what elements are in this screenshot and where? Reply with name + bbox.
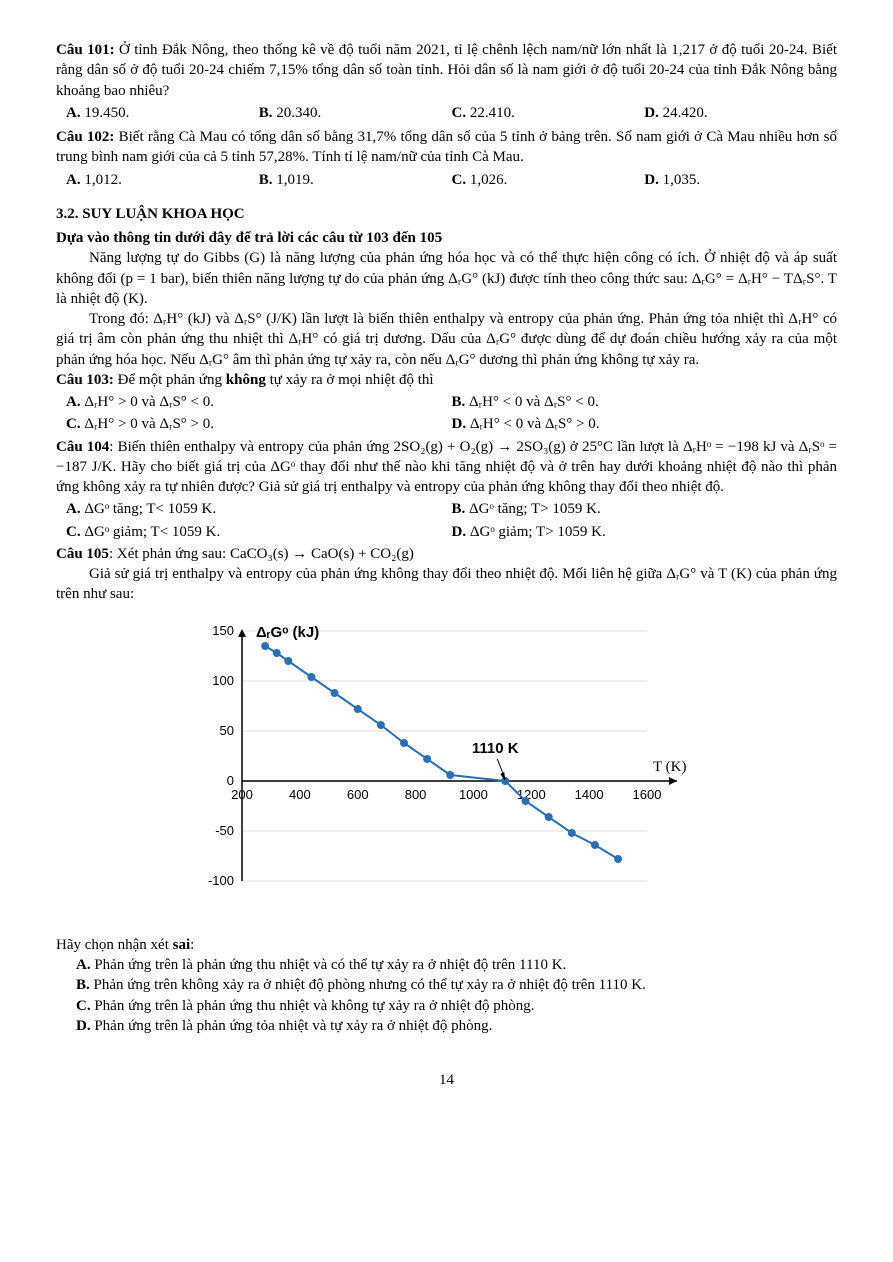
svg-text:1200: 1200 — [516, 787, 545, 802]
q103-opt-a: A. ΔᵣH° > 0 và ΔᵣS° < 0. — [66, 392, 452, 412]
question-101: Câu 101: Ở tỉnh Đắk Nông, theo thống kê … — [56, 40, 837, 101]
q103-opt-c: C. ΔᵣH° > 0 và ΔᵣS° > 0. — [66, 414, 452, 434]
q102-opt-c: C. 1,026. — [452, 170, 645, 190]
svg-text:150: 150 — [212, 623, 234, 638]
q104-opt-b: B. ΔGᵒ tăng; T> 1059 K. — [452, 499, 838, 519]
svg-text:1400: 1400 — [574, 787, 603, 802]
q104-opt-c: C. ΔGᵒ giảm; T< 1059 K. — [66, 522, 452, 542]
svg-text:-100: -100 — [207, 873, 233, 888]
q102-text: Biết rằng Cà Mau có tổng dân số bằng 31,… — [56, 129, 837, 165]
svg-text:T (K): T (K) — [653, 759, 686, 775]
q105-opt-a: A. Phản ứng trên là phản ứng thu nhiệt v… — [76, 955, 837, 975]
q105-opt-b: B. Phản ứng trên không xảy ra ở nhiệt độ… — [76, 975, 837, 995]
svg-text:1110 K: 1110 K — [471, 740, 518, 757]
q101-opt-b: B. 20.340. — [259, 103, 452, 123]
page-number: 14 — [56, 1070, 837, 1090]
intro-p1: Năng lượng tự do Gibbs (G) là năng lượng… — [56, 248, 837, 309]
q101-text: Ở tỉnh Đắk Nông, theo thống kê về độ tuổ… — [56, 42, 837, 99]
q102-opt-d: D. 1,035. — [644, 170, 837, 190]
intro-p2: Trong đó: ΔᵣH° (kJ) và ΔᵣS° (J/K) lần lư… — [56, 309, 837, 370]
q105-opt-d: D. Phản ứng trên là phản ứng tỏa nhiệt v… — [76, 1016, 837, 1036]
q104-label: Câu 104 — [56, 439, 109, 455]
q102-opt-b: B. 1,019. — [259, 170, 452, 190]
question-103: Câu 103: Để một phản ứng không tự xảy ra… — [56, 370, 837, 390]
svg-text:-50: -50 — [215, 823, 234, 838]
q101-options: A. 19.450. B. 20.340. C. 22.410. D. 24.4… — [66, 103, 837, 123]
section-heading: 3.2. SUY LUẬN KHOA HỌC — [56, 204, 837, 224]
sub-heading: Dựa vào thông tin dưới đây để trả lời cá… — [56, 228, 837, 248]
gibbs-chart-svg: -100-50050100150200400600800100012001400… — [187, 611, 707, 911]
q105-choose: Hãy chọn nhận xét sai: — [56, 935, 837, 955]
svg-text:0: 0 — [226, 773, 233, 788]
q104-opt-d: D. ΔGᵒ giảm; T> 1059 K. — [452, 522, 838, 542]
q103-row2: C. ΔᵣH° > 0 và ΔᵣS° > 0. D. ΔᵣH° < 0 và … — [66, 414, 837, 434]
q101-opt-c: C. 22.410. — [452, 103, 645, 123]
svg-text:50: 50 — [219, 723, 233, 738]
gibbs-chart: -100-50050100150200400600800100012001400… — [56, 611, 837, 917]
q102-label: Câu 102: — [56, 129, 114, 145]
q101-opt-a: A. 19.450. — [66, 103, 259, 123]
svg-text:1000: 1000 — [458, 787, 487, 802]
q101-label: Câu 101: — [56, 42, 115, 58]
question-105: Câu 105: Xét phản ứng sau: CaCO₃(s) → Ca… — [56, 544, 837, 564]
q104-opt-a: A. ΔGᵒ tăng; T< 1059 K. — [66, 499, 452, 519]
q101-opt-d: D. 24.420. — [644, 103, 837, 123]
q103-label: Câu 103: — [56, 372, 114, 388]
svg-text:600: 600 — [346, 787, 368, 802]
q103-row1: A. ΔᵣH° > 0 và ΔᵣS° < 0. B. ΔᵣH° < 0 và … — [66, 392, 837, 412]
question-102: Câu 102: Biết rằng Cà Mau có tổng dân số… — [56, 127, 837, 168]
q102-options: A. 1,012. B. 1,019. C. 1,026. D. 1,035. — [66, 170, 837, 190]
svg-text:ΔᵣGᵒ (kJ): ΔᵣGᵒ (kJ) — [256, 624, 319, 641]
q103-opt-d: D. ΔᵣH° < 0 và ΔᵣS° > 0. — [452, 414, 838, 434]
q105-opt-c: C. Phản ứng trên là phản ứng thu nhiệt v… — [76, 996, 837, 1016]
svg-text:800: 800 — [404, 787, 426, 802]
svg-text:100: 100 — [212, 673, 234, 688]
svg-text:1600: 1600 — [632, 787, 661, 802]
q102-opt-a: A. 1,012. — [66, 170, 259, 190]
q104-row1: A. ΔGᵒ tăng; T< 1059 K. B. ΔGᵒ tăng; T> … — [66, 499, 837, 519]
q104-row2: C. ΔGᵒ giảm; T< 1059 K. D. ΔGᵒ giảm; T> … — [66, 522, 837, 542]
q105-label: Câu 105 — [56, 546, 109, 562]
svg-text:400: 400 — [289, 787, 311, 802]
q105-para: Giả sử giá trị enthalpy và entropy của p… — [56, 564, 837, 605]
q103-opt-b: B. ΔᵣH° < 0 và ΔᵣS° < 0. — [452, 392, 838, 412]
question-104: Câu 104: Biến thiên enthalpy và entropy … — [56, 437, 837, 498]
